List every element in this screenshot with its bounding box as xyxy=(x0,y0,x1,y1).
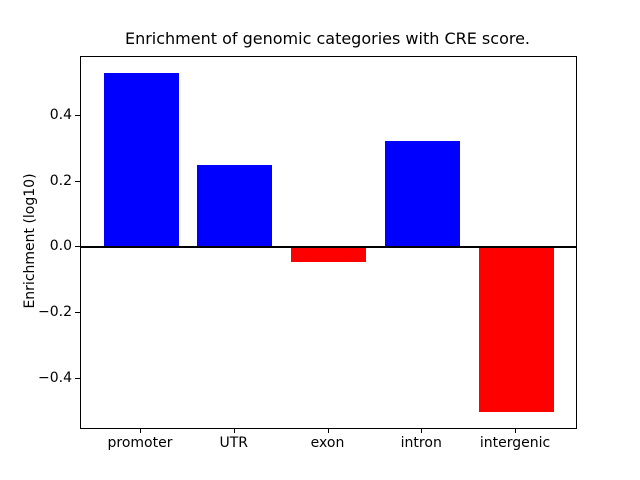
x-tick-label-intergenic: intergenic xyxy=(479,435,551,451)
zero-baseline xyxy=(81,246,576,249)
x-tick-label-promoter: promoter xyxy=(107,435,173,451)
x-tick-label-UTR: UTR xyxy=(219,435,249,451)
y-tick xyxy=(75,377,80,379)
y-tick-label: −0.4 xyxy=(38,369,72,386)
y-tick-label: 0.2 xyxy=(49,172,72,189)
x-tick xyxy=(140,428,141,433)
x-tick-label-exon: exon xyxy=(310,435,345,451)
chart-title: Enrichment of genomic categories with CR… xyxy=(124,29,531,48)
y-tick xyxy=(75,115,80,117)
plot-area xyxy=(80,56,577,429)
y-tick xyxy=(75,312,80,314)
bar-UTR xyxy=(197,165,273,248)
x-tick xyxy=(233,428,235,433)
x-tick xyxy=(515,428,516,433)
bar-intron xyxy=(384,140,460,248)
y-tick xyxy=(75,180,80,182)
x-tick-label-intron: intron xyxy=(400,435,442,451)
y-tick-label: 0.0 xyxy=(49,238,72,255)
x-tick xyxy=(421,428,423,433)
y-tick-label: −0.2 xyxy=(38,304,72,321)
bar-promoter xyxy=(103,73,179,248)
y-tick xyxy=(75,246,80,248)
bar-exon xyxy=(291,247,366,263)
x-tick xyxy=(327,428,329,433)
y-tick-label: 0.4 xyxy=(49,107,72,124)
bar-intergenic xyxy=(478,247,554,412)
